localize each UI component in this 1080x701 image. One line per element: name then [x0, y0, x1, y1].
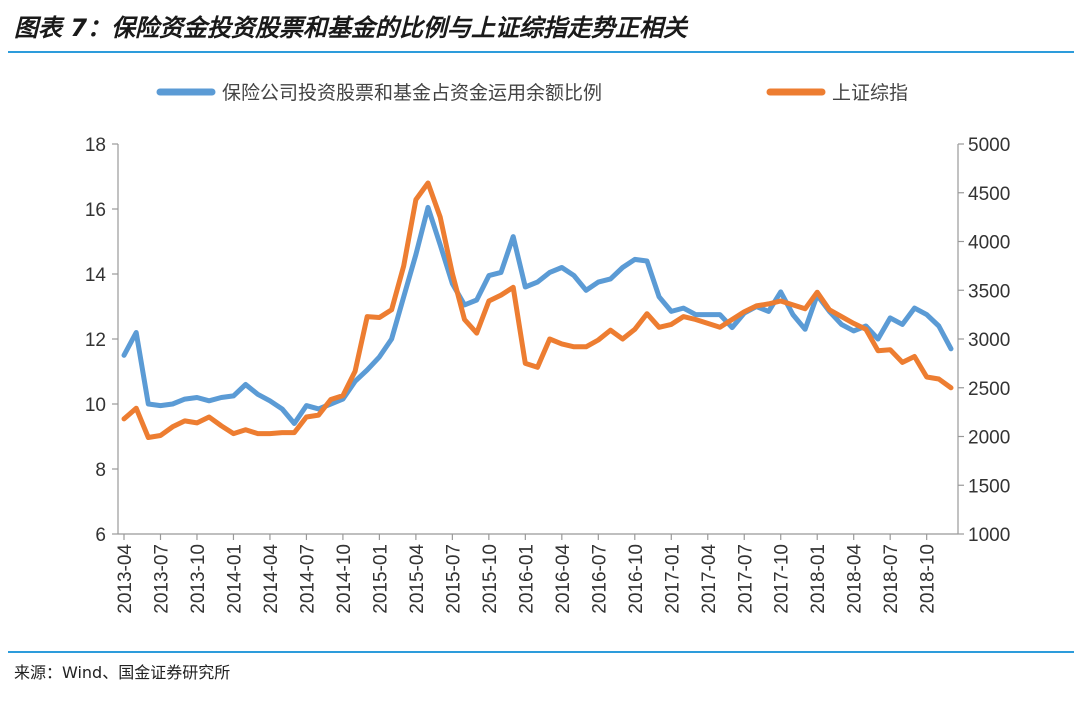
left-tick-label: 12 — [85, 330, 106, 351]
x-tick-label: 2018-04 — [845, 544, 866, 614]
source-note: 来源：Wind、国金证券研究所 — [14, 663, 231, 682]
x-tick-label: 2015-10 — [480, 544, 501, 614]
legend-label-orange: 上证综指 — [832, 82, 908, 104]
legend-label-blue: 保险公司投资股票和基金占资金运用余额比例 — [222, 82, 602, 104]
right-tick-label: 3000 — [968, 330, 1010, 351]
right-tick-label: 1500 — [968, 476, 1010, 497]
x-tick-label: 2018-07 — [881, 544, 902, 614]
x-tick-label: 2013-07 — [151, 544, 172, 614]
x-tick-label: 2017-04 — [699, 544, 720, 614]
x-tick-label: 2016-04 — [553, 544, 574, 614]
x-tick-label: 2018-01 — [808, 544, 829, 614]
series-line-sse-composite — [121, 180, 954, 440]
x-tick-label: 2014-04 — [261, 544, 282, 614]
legend: 保险公司投资股票和基金占资金运用余额比例 上证综指 — [156, 82, 908, 104]
right-axis-ticks: 1000 1500 2000 2500 3000 3500 4000 4500 5000 — [958, 135, 1010, 546]
left-tick-label: 14 — [85, 265, 107, 286]
right-tick-label: 2500 — [968, 379, 1010, 400]
x-tick-label: 2015-01 — [370, 544, 391, 614]
left-tick-label: 16 — [85, 200, 106, 221]
right-tick-label: 4000 — [968, 233, 1010, 254]
left-tick-label: 6 — [95, 525, 106, 546]
left-tick-label: 8 — [95, 460, 106, 481]
x-tick-label: 2016-07 — [589, 544, 610, 614]
x-tick-label: 2017-07 — [735, 544, 756, 614]
series-line-insurance-equity-ratio — [121, 204, 954, 426]
x-tick-label: 2014-07 — [297, 544, 318, 614]
x-tick-label: 2015-07 — [443, 544, 464, 614]
x-axis-ticks: 2013-04 2013-07 2013-10 2014-01 2014-04 2014-… — [115, 534, 939, 614]
x-tick-label: 2015-04 — [407, 544, 428, 614]
right-tick-label: 3500 — [968, 281, 1010, 302]
right-tick-label: 5000 — [968, 135, 1010, 156]
x-tick-label: 2014-01 — [224, 544, 245, 614]
x-tick-label: 2017-10 — [772, 544, 793, 614]
x-tick-label: 2016-01 — [516, 544, 537, 614]
figure-title: 图表 7：保险资金投资股票和基金的比例与上证综指走势正相关 — [14, 14, 688, 42]
series-lines — [121, 180, 954, 440]
top-rule — [8, 51, 1074, 53]
right-tick-label: 4500 — [968, 184, 1010, 205]
x-tick-label: 2017-01 — [662, 544, 683, 614]
left-tick-label: 10 — [85, 395, 106, 416]
bottom-rule — [8, 651, 1074, 653]
right-tick-label: 1000 — [968, 525, 1010, 546]
x-tick-label: 2018-10 — [918, 544, 939, 614]
x-tick-label: 2016-10 — [626, 544, 647, 614]
left-axis-ticks: 6 8 10 12 14 16 18 — [85, 135, 118, 546]
axes — [117, 144, 959, 535]
x-tick-label: 2013-10 — [188, 544, 209, 614]
x-tick-label: 2013-04 — [115, 544, 136, 614]
left-tick-label: 18 — [85, 135, 106, 156]
dual-axis-line-chart: 保险公司投资股票和基金占资金运用余额比例 上证综指 6 8 10 12 14 16 18 1… — [85, 82, 1010, 614]
x-tick-label: 2014-10 — [334, 544, 355, 614]
right-tick-label: 2000 — [968, 428, 1010, 449]
